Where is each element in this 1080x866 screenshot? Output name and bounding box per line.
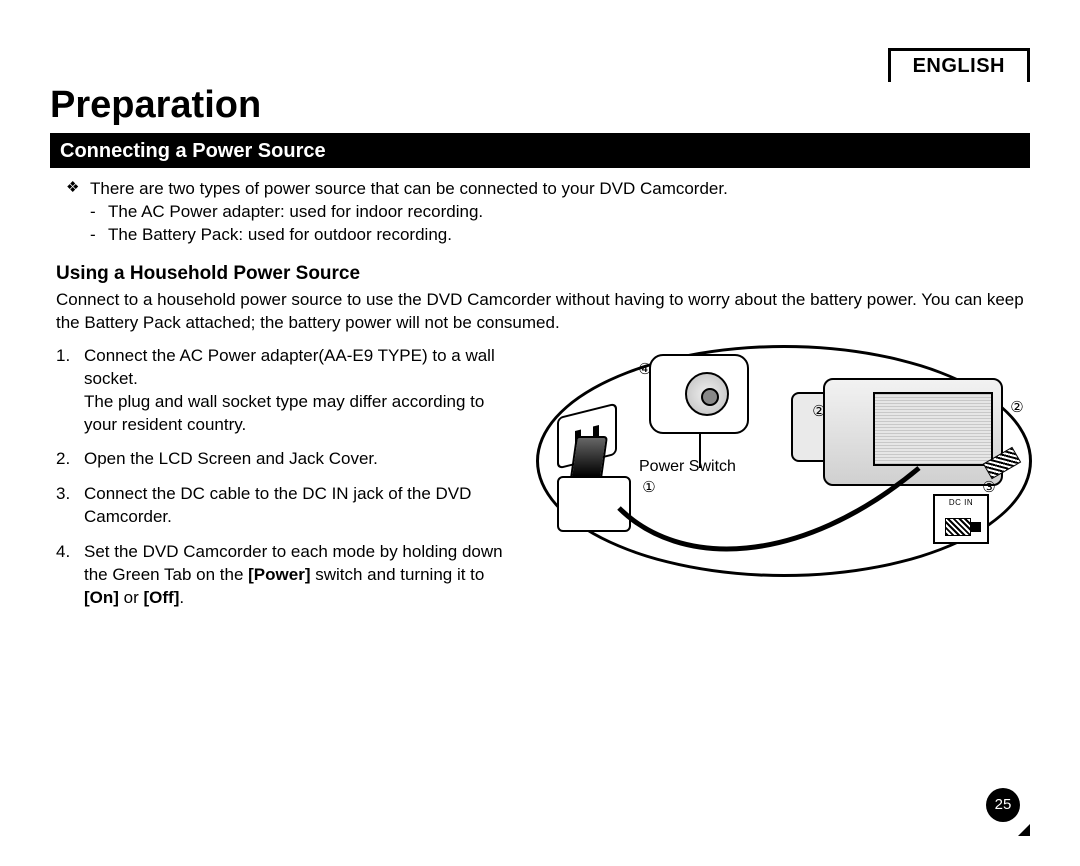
callout-2a: ② bbox=[809, 402, 829, 422]
dc-in-plug-icon bbox=[945, 514, 981, 540]
step-frag: switch and turning it to bbox=[310, 565, 484, 584]
step-number: 4. bbox=[56, 541, 84, 610]
dash-icon: - bbox=[90, 201, 108, 224]
step-item: 1. Connect the AC Power adapter(AA-E9 TY… bbox=[56, 345, 516, 437]
step-bold: [Power] bbox=[248, 565, 310, 584]
page-number-badge: 25 bbox=[986, 788, 1020, 822]
diagram-oval-frame: DC IN ④ ② ② Power Switch ① ③ bbox=[536, 345, 1032, 577]
content-two-column: 1. Connect the AC Power adapter(AA-E9 TY… bbox=[50, 345, 1030, 622]
step-bold: [Off] bbox=[144, 588, 180, 607]
step-text: Connect the AC Power adapter(AA-E9 TYPE)… bbox=[84, 345, 516, 437]
subheading: Using a Household Power Source bbox=[56, 263, 1030, 285]
power-dial-icon bbox=[685, 372, 729, 416]
callout-1: ① bbox=[639, 478, 659, 498]
intro-main-text: There are two types of power source that… bbox=[90, 178, 1024, 201]
step-frag: . bbox=[179, 588, 184, 607]
intro-sub-text: The AC Power adapter: used for indoor re… bbox=[108, 201, 483, 224]
intro-block: ❖ There are two types of power source th… bbox=[50, 168, 1030, 255]
step-text: Set the DVD Camcorder to each mode by ho… bbox=[84, 541, 516, 610]
language-tab: ENGLISH bbox=[888, 48, 1030, 82]
step-text: Open the LCD Screen and Jack Cover. bbox=[84, 448, 516, 471]
dash-icon: - bbox=[90, 224, 108, 247]
page-corner-icon bbox=[1018, 824, 1030, 836]
callout-4: ④ bbox=[635, 360, 655, 380]
diagram-column: DC IN ④ ② ② Power Switch ① ③ bbox=[530, 345, 1024, 605]
intro-sub-item: - The Battery Pack: used for outdoor rec… bbox=[90, 224, 1024, 247]
dc-in-label: DC IN bbox=[935, 498, 987, 507]
plug-prong-icon bbox=[570, 436, 608, 478]
section-heading-bar: Connecting a Power Source bbox=[50, 133, 1030, 168]
intro-bullet-row: ❖ There are two types of power source th… bbox=[56, 178, 1024, 201]
step-bold: [On] bbox=[84, 588, 119, 607]
power-switch-label: Power Switch bbox=[639, 458, 736, 476]
intro-sub-text: The Battery Pack: used for outdoor recor… bbox=[108, 224, 452, 247]
step-number: 2. bbox=[56, 448, 84, 471]
step-number: 1. bbox=[56, 345, 84, 437]
camcorder-panel-icon bbox=[873, 392, 993, 466]
dc-in-inset: DC IN bbox=[933, 494, 989, 544]
step-item: 2. Open the LCD Screen and Jack Cover. bbox=[56, 448, 516, 471]
manual-page: ENGLISH Preparation Connecting a Power S… bbox=[0, 0, 1080, 866]
diamond-bullet-icon: ❖ bbox=[56, 178, 90, 198]
step-line: The plug and wall socket type may differ… bbox=[84, 392, 484, 434]
step-item: 4. Set the DVD Camcorder to each mode by… bbox=[56, 541, 516, 610]
step-text: Connect the DC cable to the DC IN jack o… bbox=[84, 483, 516, 529]
step-frag: or bbox=[119, 588, 144, 607]
step-item: 3. Connect the DC cable to the DC IN jac… bbox=[56, 483, 516, 529]
step-line: Connect the AC Power adapter(AA-E9 TYPE)… bbox=[84, 346, 495, 388]
intro-paragraph: Connect to a household power source to u… bbox=[50, 289, 1030, 345]
intro-sub-item: - The AC Power adapter: used for indoor … bbox=[90, 201, 1024, 224]
step-number: 3. bbox=[56, 483, 84, 529]
steps-column: 1. Connect the AC Power adapter(AA-E9 TY… bbox=[56, 345, 516, 622]
dc-cable-icon bbox=[619, 498, 939, 578]
callout-2b: ② bbox=[1007, 398, 1027, 418]
intro-sub-list: - The AC Power adapter: used for indoor … bbox=[56, 201, 1024, 247]
callout-3: ③ bbox=[979, 478, 999, 498]
page-title: Preparation bbox=[50, 84, 1030, 127]
